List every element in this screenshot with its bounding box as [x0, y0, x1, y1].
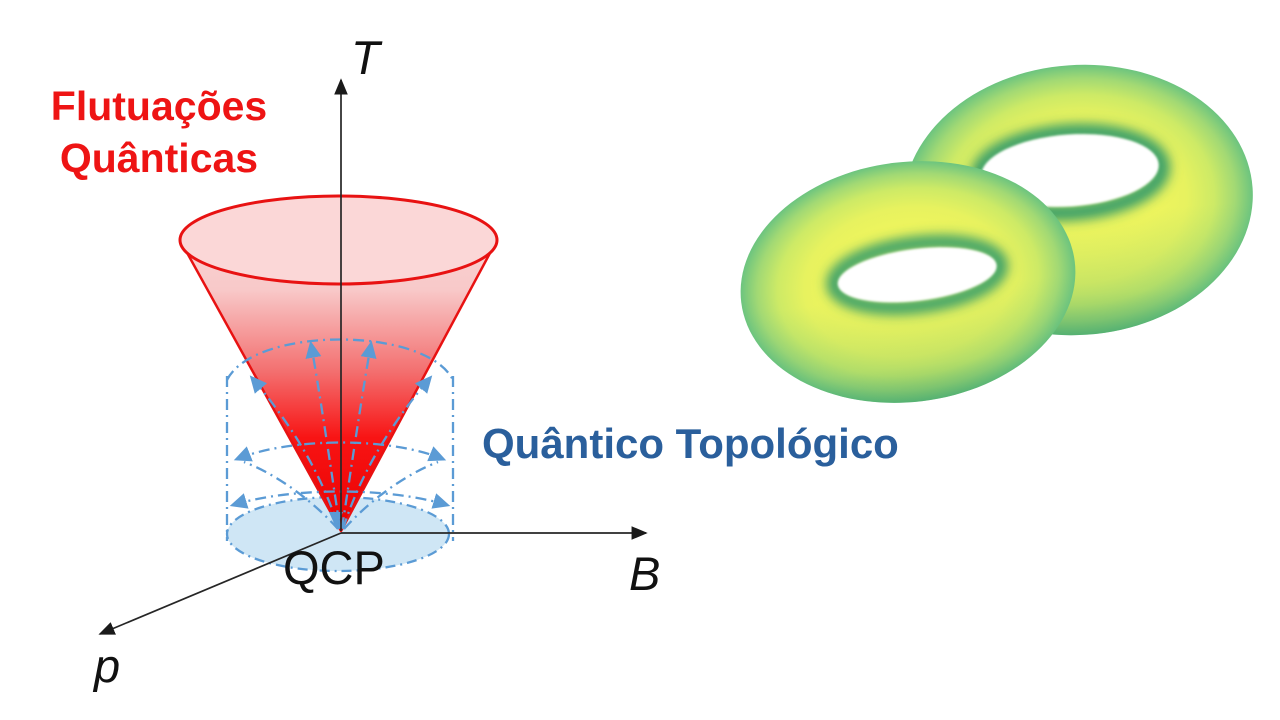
torus-front-hole-shadow [826, 235, 1008, 315]
quantum-fluctuations-line2: Quânticas [59, 135, 259, 182]
axis-p-line [98, 532, 342, 635]
axis-b-label: B [629, 547, 661, 600]
quantum-fluctuations-label: Flutuações Quânticas [28, 80, 290, 184]
torus-front-hole [837, 247, 997, 303]
field-line-inner-left [305, 340, 342, 529]
field-line-inner-right [340, 340, 377, 529]
axes-group [98, 78, 648, 635]
quantum-fluctuations-line1: Flutuações [50, 83, 268, 129]
axis-p-label: p [94, 639, 121, 692]
qcp-label: QCP [283, 541, 385, 594]
topological-quantum-label: Quântico Topológico [482, 420, 899, 467]
axis-t-label: T [351, 31, 380, 84]
torus-front [740, 161, 1076, 403]
apex-arrowhead [329, 512, 343, 528]
cone-top-ellipse [178, 194, 499, 286]
dome-mid-arc-upper [233, 441, 447, 462]
dome-mid-arc-lower [229, 490, 451, 509]
torus-back-hole [981, 134, 1159, 207]
dome-cap-arc [225, 338, 455, 381]
field-lines-group [225, 338, 455, 541]
